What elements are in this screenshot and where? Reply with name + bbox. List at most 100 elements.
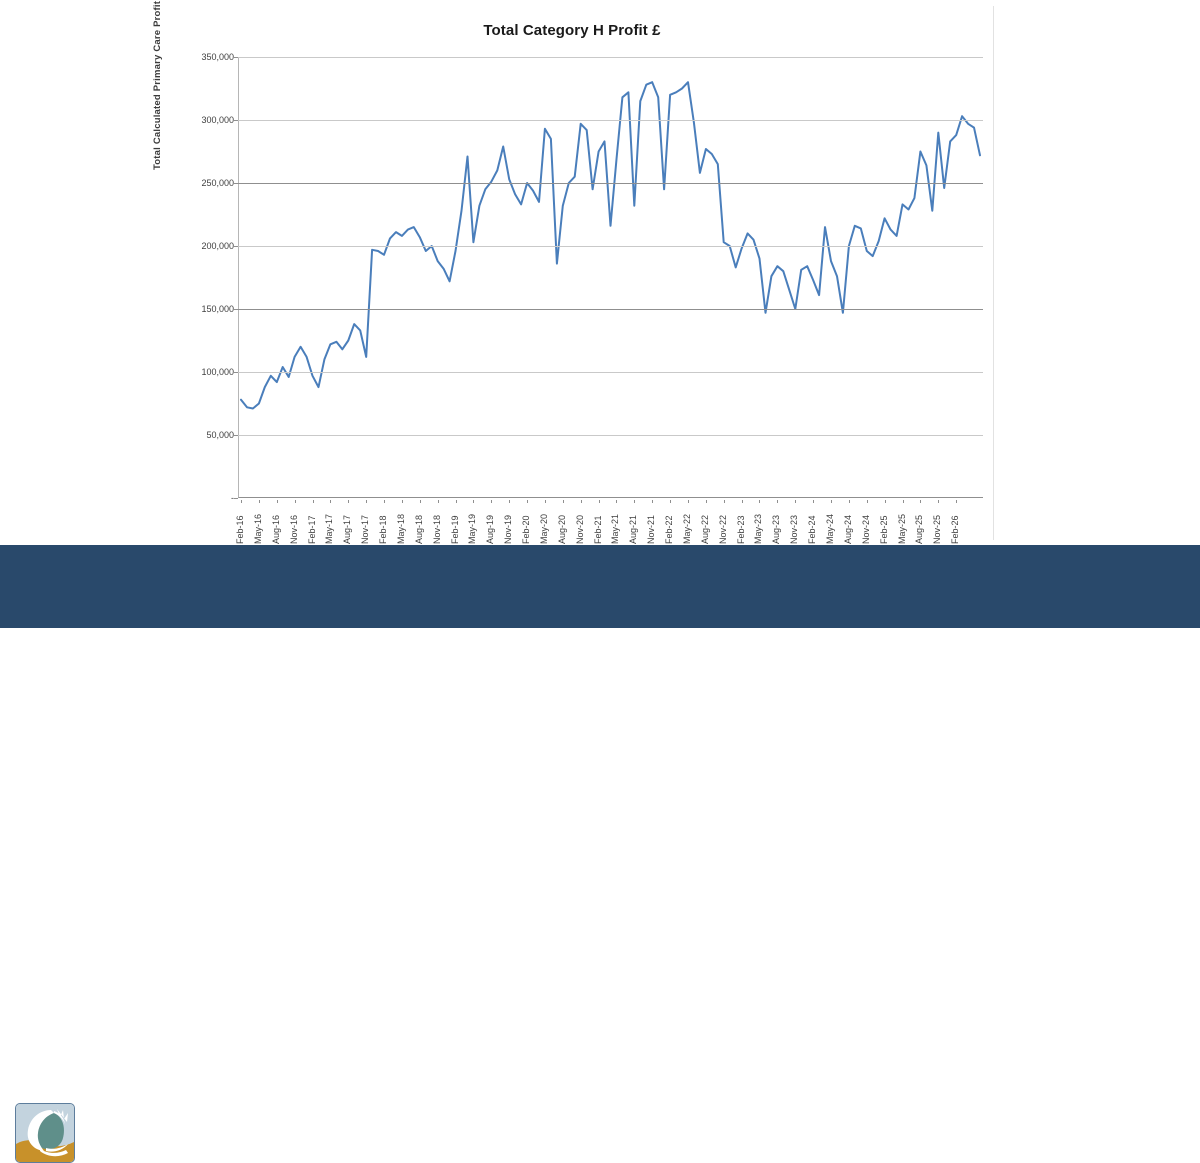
x-axis-tick-label: Feb-25 bbox=[878, 515, 889, 544]
y-axis-tick-label: 150,000 bbox=[201, 304, 234, 314]
x-axis-tick bbox=[294, 500, 296, 503]
x-axis-tick bbox=[276, 500, 278, 503]
x-axis-tick-label: Nov-18 bbox=[431, 514, 442, 544]
x-axis-tick-label: Feb-20 bbox=[521, 515, 532, 544]
y-axis-tick-label: 300,000 bbox=[201, 115, 234, 125]
x-axis-tick bbox=[813, 500, 815, 503]
x-axis-tick-label: Aug-20 bbox=[556, 514, 567, 544]
x-axis-tick bbox=[312, 500, 314, 503]
x-axis-tick bbox=[741, 500, 743, 503]
y-axis-tick-label: 100,000 bbox=[201, 367, 234, 377]
x-axis-tick-label: Aug-22 bbox=[699, 514, 710, 544]
profit-line-series bbox=[240, 81, 981, 410]
x-axis-tick-label: May-24 bbox=[825, 513, 835, 544]
x-axis-tick-label: Feb-16 bbox=[235, 515, 245, 544]
x-axis-tick bbox=[419, 500, 421, 503]
x-axis-tick bbox=[831, 500, 832, 503]
x-axis-tick bbox=[652, 500, 654, 503]
y-axis-tick bbox=[234, 246, 238, 247]
y-axis-tick bbox=[234, 57, 238, 58]
gridline bbox=[238, 57, 983, 58]
y-axis-tick-label: 200,000 bbox=[201, 241, 234, 251]
chart-plot-frame bbox=[151, 6, 994, 540]
plot-area bbox=[238, 57, 983, 498]
x-axis-tick bbox=[437, 500, 439, 503]
gridline bbox=[238, 435, 983, 436]
chart-card: Total Category H Profit £ Total Calculat… bbox=[0, 0, 1200, 545]
x-axis-tick bbox=[634, 500, 636, 503]
x-axis-tick-label: May-25 bbox=[896, 513, 907, 544]
x-axis-tick bbox=[848, 500, 850, 503]
x-axis-tick-label: Nov-17 bbox=[360, 514, 371, 544]
x-axis-tick-label: Feb-21 bbox=[592, 515, 603, 544]
x-axis-tick bbox=[866, 500, 868, 503]
x-axis-tick bbox=[920, 500, 922, 503]
brand-name-bold: Data bbox=[194, 1108, 289, 1157]
x-axis-tick-label: Nov-22 bbox=[717, 514, 728, 544]
x-axis-tick-label: Aug-19 bbox=[485, 514, 496, 544]
x-axis-tick bbox=[938, 500, 940, 503]
x-axis-tick bbox=[598, 500, 600, 503]
gridline bbox=[238, 120, 983, 121]
x-axis-tick-label: Nov-16 bbox=[288, 514, 299, 544]
x-axis-tick bbox=[795, 500, 797, 503]
x-axis-tick-label: Nov-21 bbox=[646, 514, 657, 544]
x-axis-tick-label: Aug-16 bbox=[270, 514, 281, 544]
x-axis-tick-label: Nov-20 bbox=[574, 514, 585, 544]
x-axis-tick-label: Aug-18 bbox=[413, 514, 424, 544]
gridline bbox=[238, 183, 983, 184]
gridline bbox=[238, 246, 983, 247]
x-axis-tick bbox=[902, 500, 904, 503]
x-axis-tick bbox=[401, 500, 403, 503]
y-axis-tick bbox=[234, 183, 238, 184]
x-axis-tick bbox=[723, 500, 725, 503]
x-axis-tick bbox=[884, 500, 886, 503]
y-axis-tick bbox=[234, 120, 238, 121]
x-axis-tick-label: May-22 bbox=[681, 513, 692, 544]
x-axis-tick-label: May-21 bbox=[610, 513, 621, 544]
x-axis-tick-label: Aug-17 bbox=[342, 514, 353, 544]
x-axis-tick bbox=[241, 500, 242, 503]
y-axis-title: Total Calculated Primary Care Profit £ bbox=[152, 0, 163, 170]
y-axis-tick bbox=[234, 309, 238, 310]
x-axis-tick bbox=[455, 500, 457, 503]
x-axis-tick bbox=[473, 500, 475, 503]
gridline bbox=[238, 372, 983, 373]
x-axis-tick bbox=[616, 500, 618, 503]
x-axis-tick-label: May-23 bbox=[753, 513, 764, 544]
y-axis-tick bbox=[234, 372, 238, 373]
x-axis-tick bbox=[348, 500, 350, 503]
y-axis-tick bbox=[234, 498, 238, 499]
x-axis-tick-label: Feb-19 bbox=[449, 515, 460, 544]
x-axis-tick bbox=[562, 500, 564, 503]
x-axis-tick-label: Nov-25 bbox=[932, 514, 943, 544]
x-axis-tick-label: Aug-25 bbox=[914, 514, 925, 544]
x-axis-tick bbox=[705, 500, 707, 503]
brand-footer: WaveData bbox=[0, 545, 1200, 1163]
x-axis-tick-label: Aug-24 bbox=[842, 514, 853, 544]
x-axis-tick bbox=[687, 500, 689, 503]
wave-logo-glyph bbox=[16, 1104, 74, 1162]
x-axis-tick bbox=[544, 500, 546, 503]
x-axis-tick bbox=[384, 500, 386, 503]
x-axis-tick bbox=[258, 500, 260, 503]
x-axis-tick-label: Feb-26 bbox=[950, 515, 961, 544]
y-axis-tick-labels: - 50,000 100,000 150,000 200,000 250,000 300,0… bbox=[172, 52, 234, 503]
x-axis-tick-label: Feb-23 bbox=[735, 515, 746, 544]
x-axis-tick bbox=[366, 500, 368, 503]
x-axis-tick bbox=[956, 500, 958, 503]
x-axis-tick bbox=[509, 500, 511, 503]
x-axis-tick bbox=[670, 500, 672, 503]
x-axis-tick-label: Aug-23 bbox=[771, 514, 782, 544]
x-axis-tick-label: Nov-23 bbox=[789, 514, 800, 544]
x-axis-tick-label: Nov-19 bbox=[503, 514, 514, 544]
x-axis-tick-label: Feb-18 bbox=[378, 515, 389, 544]
x-axis-tick bbox=[527, 500, 529, 503]
x-axis-tick bbox=[330, 500, 332, 503]
x-axis-tick-labels: Feb-16 May-16 Aug-16 Nov-16 Feb-17 May-17 Aug-… bbox=[235, 500, 983, 544]
x-axis-tick-label: Feb-24 bbox=[807, 515, 818, 544]
x-axis-tick-label: May-16 bbox=[252, 513, 263, 544]
y-axis-tick-label: 350,000 bbox=[201, 52, 234, 62]
brand-wordmark: WaveData bbox=[86, 1104, 289, 1162]
